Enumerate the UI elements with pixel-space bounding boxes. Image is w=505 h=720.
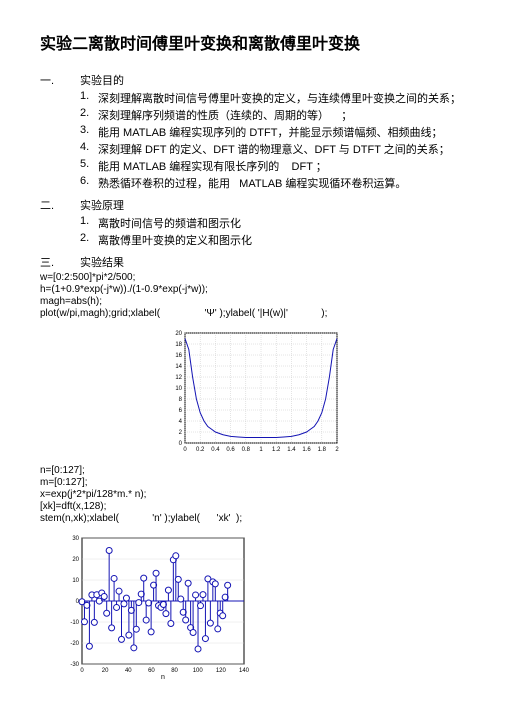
svg-text:0: 0 [183,447,187,453]
item-num: 5. [80,158,98,174]
purpose-item: 6. 熟悉循环卷积的过程，能用 MATLAB 编程实现循环卷积运算。 [80,175,465,191]
svg-text:6: 6 [178,408,182,414]
code-line: n=[0:127]; [40,465,465,476]
purpose-item: 4. 深刻理解 DFT 的定义、DFT 谱的物理意义、DFT 与 DTFT 之间… [80,141,465,157]
svg-text:80: 80 [171,668,178,674]
code-line: w=[0:2:500]*pi*2/500; [40,272,465,283]
svg-text:2: 2 [335,447,339,453]
svg-text:14: 14 [175,364,182,370]
svg-text:140: 140 [239,668,250,674]
code-line: h=(1+0.9*exp(-j*w))./(1-0.9*exp(-j*w)); [40,284,465,295]
svg-text:16: 16 [175,353,182,359]
purpose-item: 3. 能用 MATLAB 编程实现序列的 DTFT，并能显示频谱幅频、相频曲线； [80,124,465,140]
dft-stem-chart: 020406080100120140-30-20-100102030n [60,532,250,682]
svg-text:0.4: 0.4 [211,447,220,453]
svg-text:1.6: 1.6 [302,447,311,453]
svg-text:0: 0 [178,441,182,447]
item-text: 深刻理解序列频谱的性质（连续的、周期的等） ； [98,107,352,123]
svg-text:120: 120 [216,668,227,674]
code-line: magh=abs(h); [40,296,465,307]
purpose-item: 1. 深刻理解离散时间信号傅里叶变换的定义，与连续傅里叶变换之间的关系； [80,90,465,106]
section-label: 实验原理 [80,197,124,213]
item-text: 离散时间信号的频谱和图示化 [98,215,241,231]
item-num: 6. [80,175,98,191]
code-line: m=[0:127]; [40,477,465,488]
svg-text:-30: -30 [70,662,79,668]
magnitude-response-chart: 00.20.40.60.811.21.41.61.820246810121416… [163,327,343,457]
section-label: 实验结果 [80,254,124,270]
svg-text:20: 20 [102,668,109,674]
svg-text:40: 40 [125,668,132,674]
section-num: 三. [40,254,80,270]
svg-text:1.2: 1.2 [272,447,281,453]
svg-text:n: n [161,674,165,681]
code-line: [xk]=dft(x,128); [40,501,465,512]
item-text: 能用 MATLAB 编程实现序列的 DTFT，并能显示频谱幅频、相频曲线； [98,124,442,140]
item-num: 2. [80,232,98,248]
page-title: 实验二离散时间傅里叶变换和离散傅里叶变换 [40,30,465,54]
section-principle: 二. 实验原理 [40,197,465,213]
item-num: 1. [80,215,98,231]
purpose-item: 5. 能用 MATLAB 编程实现有限长序列的 DFT ； [80,158,465,174]
svg-text:2: 2 [178,430,182,436]
svg-text:20: 20 [175,331,182,337]
svg-text:8: 8 [178,397,182,403]
svg-text:4: 4 [178,419,182,425]
svg-text:30: 30 [72,536,79,542]
svg-text:1.8: 1.8 [317,447,326,453]
section-result: 三. 实验结果 [40,254,465,270]
item-num: 4. [80,141,98,157]
svg-text:-20: -20 [70,641,79,647]
svg-text:-10: -10 [70,620,79,626]
svg-text:100: 100 [193,668,204,674]
item-num: 2. [80,107,98,123]
svg-text:0.2: 0.2 [196,447,205,453]
svg-text:1: 1 [259,447,263,453]
purpose-item: 2. 深刻理解序列频谱的性质（连续的、周期的等） ； [80,107,465,123]
section-num: 一. [40,72,80,88]
svg-text:20: 20 [72,557,79,563]
code-line: stem(n,xk);xlabel( 'n' );ylabel( 'xk' ); [40,513,465,524]
svg-text:10: 10 [175,386,182,392]
svg-text:0.8: 0.8 [241,447,250,453]
svg-text:1.4: 1.4 [287,447,296,453]
code-line: x=exp(j*2*pi/128*m.* n); [40,489,465,500]
item-text: 离散傅里叶变换的定义和图示化 [98,232,252,248]
svg-text:0.6: 0.6 [226,447,235,453]
code-line: plot(w/pi,magh);grid;xlabel( 'Ψ' );ylabe… [40,308,465,319]
principle-item: 2. 离散傅里叶变换的定义和图示化 [80,232,465,248]
item-text: 深刻理解 DFT 的定义、DFT 谱的物理意义、DFT 与 DTFT 之间的关系… [98,141,450,157]
principle-item: 1. 离散时间信号的频谱和图示化 [80,215,465,231]
section-label: 实验目的 [80,72,124,88]
svg-text:12: 12 [175,375,182,381]
section-num: 二. [40,197,80,213]
item-num: 1. [80,90,98,106]
item-text: 深刻理解离散时间信号傅里叶变换的定义，与连续傅里叶变换之间的关系； [98,90,461,106]
svg-text:18: 18 [175,342,182,348]
item-num: 3. [80,124,98,140]
svg-text:0: 0 [80,668,84,674]
svg-text:10: 10 [72,578,79,584]
section-purpose: 一. 实验目的 [40,72,465,88]
svg-text:60: 60 [148,668,155,674]
item-text: 能用 MATLAB 编程实现有限长序列的 DFT ； [98,158,327,174]
item-text: 熟悉循环卷积的过程，能用 MATLAB 编程实现循环卷积运算。 [98,175,406,191]
